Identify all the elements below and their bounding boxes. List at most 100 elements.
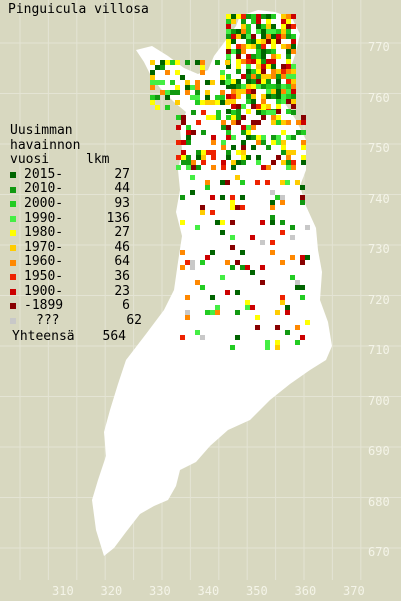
observation-cell <box>236 115 241 120</box>
observation-cell <box>286 74 291 79</box>
observation-cell <box>230 265 235 270</box>
observation-cell <box>211 135 216 140</box>
observation-cell <box>286 89 291 94</box>
observation-cell <box>205 310 210 315</box>
y-tick-label: 730 <box>368 242 390 256</box>
observation-cell <box>220 180 225 185</box>
observation-cell <box>185 60 190 65</box>
observation-cell <box>236 49 241 54</box>
observation-cell <box>270 200 275 205</box>
legend-count: 36 <box>114 268 130 284</box>
observation-cell <box>266 79 271 84</box>
observation-cell <box>220 95 225 100</box>
observation-cell <box>225 290 230 295</box>
observation-cell <box>276 115 281 120</box>
legend: Uusimman havainnon vuosi lkm 2015- 27 2010… <box>10 123 142 345</box>
legend-count: 136 <box>106 210 130 226</box>
observation-cell <box>261 39 266 44</box>
observation-cell <box>261 49 266 54</box>
observation-cell <box>300 335 305 340</box>
observation-cell <box>235 335 240 340</box>
observation-cell <box>195 85 200 90</box>
observation-cell <box>220 70 225 75</box>
observation-cell <box>271 115 276 120</box>
observation-cell <box>236 89 241 94</box>
observation-cell <box>251 84 256 89</box>
observation-cell <box>276 54 281 59</box>
observation-cell <box>271 14 276 19</box>
observation-cell <box>195 60 200 65</box>
observation-cell <box>240 195 245 200</box>
observation-cell <box>291 99 296 104</box>
observation-cell <box>285 180 290 185</box>
observation-cell <box>291 49 296 54</box>
observation-cell <box>276 39 281 44</box>
observation-cell <box>241 19 246 24</box>
observation-cell <box>231 94 236 99</box>
x-tick-label: 330 <box>149 584 171 598</box>
observation-cell <box>271 29 276 34</box>
observation-cell <box>251 145 256 150</box>
x-tick-label: 370 <box>343 584 365 598</box>
observation-cell <box>226 115 231 120</box>
observation-cell <box>155 95 160 100</box>
observation-cell <box>281 24 286 29</box>
observation-cell <box>295 340 300 345</box>
observation-cell <box>236 54 241 59</box>
observation-cell <box>301 155 306 160</box>
observation-cell <box>261 24 266 29</box>
observation-cell <box>230 220 235 225</box>
observation-cell <box>281 130 286 135</box>
legend-row: 1950- 36 <box>10 268 142 285</box>
observation-cell <box>250 305 255 310</box>
observation-cell <box>231 39 236 44</box>
observation-cell <box>300 185 305 190</box>
observation-cell <box>291 135 296 140</box>
y-tick-label: 740 <box>368 191 390 206</box>
observation-cell <box>265 180 270 185</box>
legend-year-label: 1900- <box>24 283 64 299</box>
y-tick-label: 670 <box>368 545 390 559</box>
observation-cell <box>286 54 291 59</box>
observation-cell <box>231 145 236 150</box>
observation-cell <box>290 275 295 280</box>
legend-swatch <box>10 186 16 193</box>
observation-cell <box>186 140 191 145</box>
observation-cell <box>286 44 291 49</box>
observation-cell <box>291 74 296 79</box>
observation-cell <box>185 295 190 300</box>
observation-cell <box>301 130 306 135</box>
x-tick-label: 350 <box>246 584 268 598</box>
observation-cell <box>226 84 231 89</box>
observation-cell <box>236 104 241 109</box>
observation-cell <box>195 280 200 285</box>
observation-cell <box>271 84 276 89</box>
observation-cell <box>241 160 246 165</box>
observation-cell <box>165 90 170 95</box>
observation-cell <box>256 44 261 49</box>
observation-cell <box>180 195 185 200</box>
observation-cell <box>266 64 271 69</box>
observation-cell <box>281 29 286 34</box>
observation-cell <box>286 160 291 165</box>
legend-swatch <box>10 288 16 295</box>
observation-cell <box>251 54 256 59</box>
legend-year-label: ??? <box>36 312 60 328</box>
observation-cell <box>195 95 200 100</box>
observation-cell <box>271 34 276 39</box>
observation-cell <box>285 310 290 315</box>
observation-cell <box>300 195 305 200</box>
observation-cell <box>256 59 261 64</box>
observation-cell <box>271 110 276 115</box>
legend-year-header: vuosi <box>10 152 50 168</box>
observation-cell <box>241 140 246 145</box>
observation-cell <box>201 155 206 160</box>
observation-cell <box>276 104 281 109</box>
observation-cell <box>261 84 266 89</box>
observation-cell <box>280 300 285 305</box>
observation-cell <box>241 145 246 150</box>
observation-cell <box>251 135 256 140</box>
legend-total-count: 564 <box>102 329 126 345</box>
observation-cell <box>210 195 215 200</box>
observation-cell <box>246 64 251 69</box>
